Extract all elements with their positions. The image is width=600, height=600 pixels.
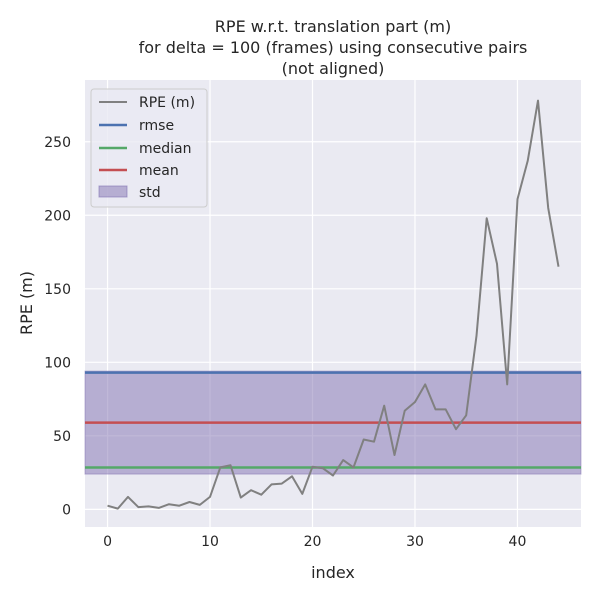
x-tick-label: 20 xyxy=(304,534,322,550)
y-tick-label: 0 xyxy=(62,502,71,518)
y-axis-label: RPE (m) xyxy=(17,271,36,335)
y-tick-label: 150 xyxy=(44,282,71,298)
legend-frame xyxy=(90,88,208,208)
y-tick-label: 250 xyxy=(44,135,71,151)
y-tick-label: 200 xyxy=(44,208,71,224)
x-tick-label: 30 xyxy=(406,534,424,550)
x-tick-label: 0 xyxy=(103,534,112,550)
x-tick-label: 10 xyxy=(201,534,219,550)
x-tick-label: 40 xyxy=(509,534,527,550)
legend-label-rpe: RPE (m) xyxy=(139,95,195,111)
y-tick-label: 50 xyxy=(53,429,71,445)
x-axis-label: index xyxy=(311,563,355,582)
legend-label-median: median xyxy=(139,141,191,157)
title-line-2: for delta = 100 (frames) using consecuti… xyxy=(139,38,528,57)
chart-title: RPE w.r.t. translation part (m) for delt… xyxy=(139,17,528,78)
legend-label-rmse: rmse xyxy=(139,118,174,134)
legend-swatch-std xyxy=(98,185,128,198)
statistic-lines xyxy=(85,371,581,469)
legend-label-std: std xyxy=(139,185,161,201)
y-tick-label: 100 xyxy=(44,355,71,371)
legend-label-mean: mean xyxy=(139,163,179,179)
rpe-series-line xyxy=(107,99,560,510)
title-line-3: (not aligned) xyxy=(282,59,385,78)
tick-labels: 0 10 20 30 40 0 50 100 150 200 250 xyxy=(44,135,526,550)
legend: RPE (m) rmse median mean std xyxy=(90,88,208,208)
title-line-1: RPE w.r.t. translation part (m) xyxy=(215,17,451,36)
series-lines xyxy=(107,99,560,510)
